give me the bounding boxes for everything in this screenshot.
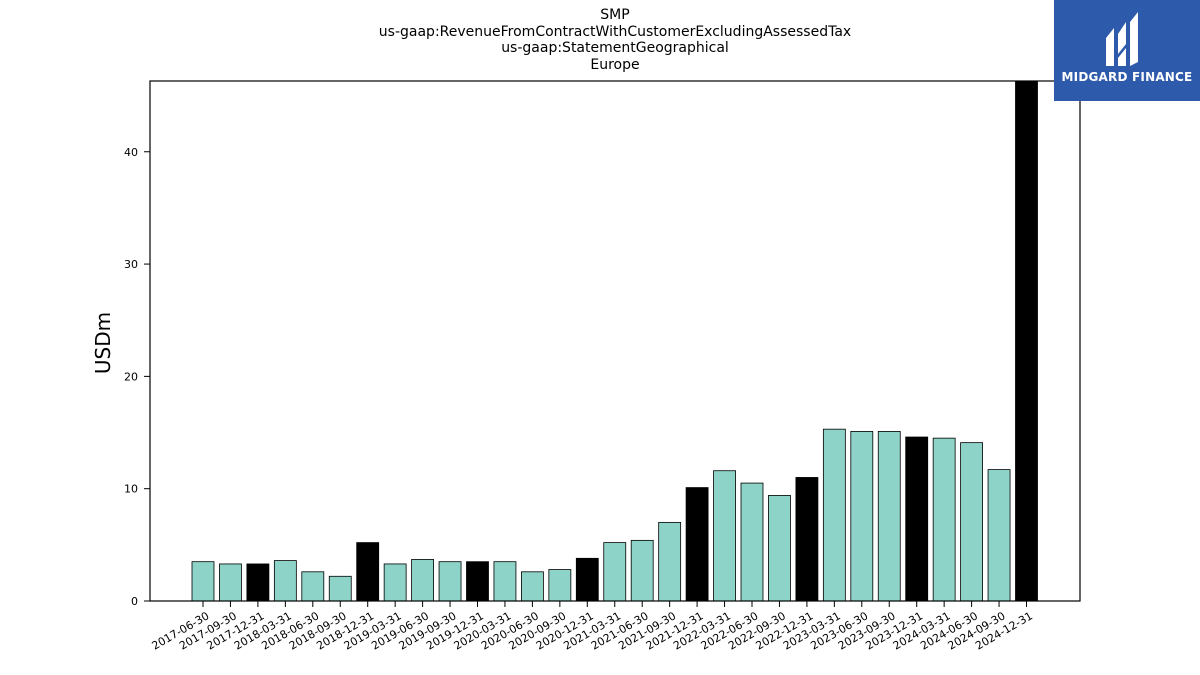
bar-2020-12-31	[575, 557, 599, 602]
bar-2024-09-30	[987, 469, 1011, 602]
logo-text: MIDGARD FINANCE	[1061, 70, 1193, 84]
chart-title: SMP us-gaap:RevenueFromContractWithCusto…	[150, 7, 1080, 73]
bar-2018-03-31	[273, 560, 297, 602]
bar-2019-03-31	[383, 563, 407, 602]
bar-2022-06-30	[740, 482, 764, 602]
bar-2018-06-30	[301, 571, 325, 602]
bar-2018-12-31	[356, 542, 380, 602]
bar-2023-03-31	[822, 428, 846, 602]
title-axis: us-gaap:StatementGeographical	[501, 40, 729, 56]
bar-2022-03-31	[713, 470, 736, 602]
bar-2023-09-30	[877, 431, 901, 602]
bar-2023-06-30	[850, 431, 874, 602]
bar-2020-06-30	[521, 571, 544, 602]
midgard-logo-icon	[1106, 12, 1138, 66]
bar-2019-09-30	[438, 561, 462, 602]
bar-2024-06-30	[960, 442, 983, 602]
bar-2021-09-30	[658, 521, 682, 602]
bar-2020-03-31	[493, 561, 517, 602]
bar-2019-12-31	[466, 561, 489, 602]
y-tick-label-0: 0	[131, 595, 138, 608]
y-tick-label-40: 40	[124, 146, 138, 159]
y-tick-label-30: 30	[124, 258, 138, 271]
bar-2017-12-31	[246, 563, 270, 602]
bar-2024-12-31	[1015, 80, 1038, 602]
y-tick-label-20: 20	[124, 370, 138, 383]
midgard-finance-logo: MIDGARD FINANCE	[1054, 0, 1200, 101]
bar-2022-09-30	[768, 495, 791, 602]
bar-2021-12-31	[685, 487, 709, 602]
title-ticker: SMP	[600, 7, 630, 23]
y-axis-label: USDm	[91, 312, 115, 374]
title-member: Europe	[590, 56, 640, 73]
bar-2024-03-31	[932, 437, 956, 602]
title-concept: us-gaap:RevenueFromContractWithCustomerE…	[378, 23, 852, 40]
bar-2020-09-30	[548, 569, 572, 602]
bar-2021-03-31	[603, 542, 627, 602]
bar-2023-12-31	[905, 436, 929, 602]
bar-2017-09-30	[219, 563, 242, 602]
bar-2018-09-30	[328, 575, 352, 602]
bar-2021-06-30	[630, 539, 654, 602]
y-tick-label-10: 10	[124, 483, 138, 496]
bar-2017-06-30	[191, 561, 215, 602]
bar-2022-12-31	[795, 477, 819, 602]
bar-2019-06-30	[411, 559, 435, 602]
